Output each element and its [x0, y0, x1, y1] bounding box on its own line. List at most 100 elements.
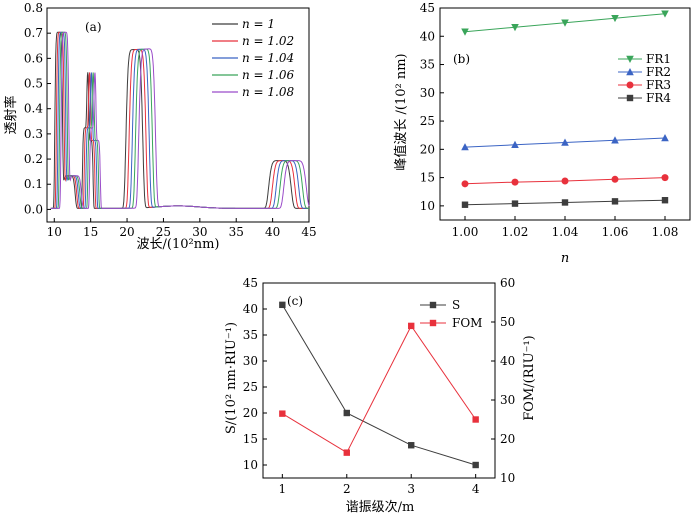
x-tick-label: 20: [119, 225, 134, 239]
legend-label: FR4: [646, 91, 671, 105]
x-tick-label: 3: [407, 482, 415, 496]
y-tick-label: 0.0: [24, 202, 43, 216]
y-tick-label: 25: [420, 114, 435, 128]
data-point: [343, 409, 350, 417]
panel-b-frame: [439, 7, 691, 221]
data-point: [472, 416, 479, 423]
series-line: [282, 324, 477, 454]
panel-b: 1.00 1.02 1.04 1.06 1.08 10 15 20 25 30 35 40 45 (b)…: [393, 1, 691, 266]
panel-a-xlabel: 波长/(10²nm): [137, 237, 220, 252]
panel-b-label: (b): [453, 52, 470, 66]
spectrum-line: [50, 31, 310, 209]
data-point: [661, 134, 669, 142]
panel-a: 10 15 20 25 30 35 40 45 0.0 0.1 0.2 0.3 0.4 0.5 0.6 0.7…: [3, 1, 317, 252]
y-tick-label: 45: [243, 276, 258, 290]
legend-label: FR3: [646, 78, 671, 92]
panel-a-label: (a): [85, 20, 102, 34]
panel-b-xlabel: n: [561, 251, 569, 266]
data-point: [461, 201, 469, 208]
panel-b-plot: [461, 10, 669, 208]
y-tick-label: 0.3: [24, 127, 43, 141]
x-tick-label: 1: [279, 482, 287, 496]
legend-label: S: [452, 298, 460, 312]
data-point: [661, 10, 669, 18]
y-tick-label: 10: [243, 458, 258, 472]
panel-c-ylabel: S/(10² nm·RIU⁻¹): [224, 322, 239, 434]
panel-b-axes: 1.00 1.02 1.04 1.06 1.08 10 15 20 25 30 35 40 45: [420, 1, 679, 239]
y-right-tick-label: 40: [500, 354, 515, 368]
x-tick-label: 25: [156, 225, 171, 239]
y-right-tick-label: 20: [500, 432, 515, 446]
panel-c-frame: [262, 282, 496, 479]
data-point: [561, 19, 569, 27]
y-tick-label: 15: [420, 171, 435, 185]
y-tick-label: 15: [243, 432, 258, 446]
x-tick-label: 1.00: [452, 225, 479, 239]
panel-a-legend: n = 1 n = 1.02 n = 1.04 n = 1.06 n = 1.08: [212, 17, 294, 99]
x-tick-label: 4: [472, 482, 480, 496]
panel-a-ylabel: 透射率: [3, 95, 19, 134]
legend-marker: [626, 68, 634, 76]
legend-marker: [626, 55, 634, 63]
panel-c-axes: 1 2 3 4 10 15 20 25 30 35 40 45 10 20 30 40 50 60: [243, 276, 516, 496]
series-line: [281, 304, 476, 466]
legend-marker: [429, 301, 437, 309]
x-tick-label: 30: [192, 225, 207, 239]
x-tick-label: 40: [265, 225, 280, 239]
legend-label: FOM: [452, 316, 482, 330]
panel-a-frame: [46, 7, 310, 223]
y-tick-label: 30: [243, 354, 258, 368]
x-tick-label: 10: [47, 225, 62, 239]
y-tick-label: 0.1: [24, 177, 43, 191]
data-point: [472, 461, 479, 469]
y-tick-label: 0.8: [24, 1, 43, 15]
y-tick-label: 0.2: [24, 152, 43, 166]
data-point: [661, 197, 669, 204]
y-tick-label: 40: [243, 302, 258, 316]
data-point: [611, 14, 619, 23]
data-point: [511, 178, 519, 186]
legend-label: n = 1: [242, 17, 275, 31]
legend-label: FR1: [646, 52, 671, 66]
y-tick-label: 30: [420, 86, 435, 100]
legend-label: n = 1.04: [242, 51, 294, 65]
y-tick-label: 40: [420, 29, 435, 43]
x-tick-label: 15: [83, 225, 98, 239]
x-tick-label: 1.08: [652, 225, 679, 239]
legend-marker: [429, 319, 437, 327]
panel-c: 1 2 3 4 10 15 20 25 30 35 40 45 10 20 30 40 50 60 (c) S FO…: [224, 276, 537, 515]
data-point: [461, 28, 469, 36]
panel-b-ylabel: 峰值波长 /(10² nm): [393, 53, 409, 170]
y-right-tick-label: 30: [500, 393, 515, 407]
legend-label: FR2: [646, 65, 671, 79]
y-right-tick-label: 60: [500, 276, 515, 290]
legend-label: n = 1.08: [242, 85, 294, 99]
panel-c-plot: [279, 301, 479, 469]
legend-label: n = 1.06: [242, 68, 294, 82]
data-point: [561, 138, 569, 146]
x-tick-label: 2: [343, 482, 351, 496]
y-tick-label: 0.5: [24, 77, 43, 91]
data-point: [408, 322, 415, 330]
data-point: [279, 410, 286, 417]
data-point: [461, 180, 469, 188]
data-point: [461, 143, 469, 151]
data-point: [611, 175, 619, 183]
x-tick-label: 45: [301, 225, 316, 239]
y-tick-label: 35: [420, 58, 435, 72]
data-point: [511, 200, 519, 207]
data-point: [611, 136, 619, 144]
data-point: [511, 140, 519, 149]
y-right-tick-label: 10: [500, 471, 515, 485]
panel-c-xlabel: 谐振级次/m: [346, 499, 415, 515]
data-point: [511, 24, 519, 32]
data-point: [561, 177, 569, 185]
data-point: [279, 301, 286, 309]
x-tick-label: 35: [229, 225, 244, 239]
legend-label: n = 1.02: [242, 34, 294, 48]
data-point: [408, 442, 415, 449]
x-tick-label: 1.04: [552, 225, 579, 239]
y-tick-label: 35: [243, 328, 258, 342]
